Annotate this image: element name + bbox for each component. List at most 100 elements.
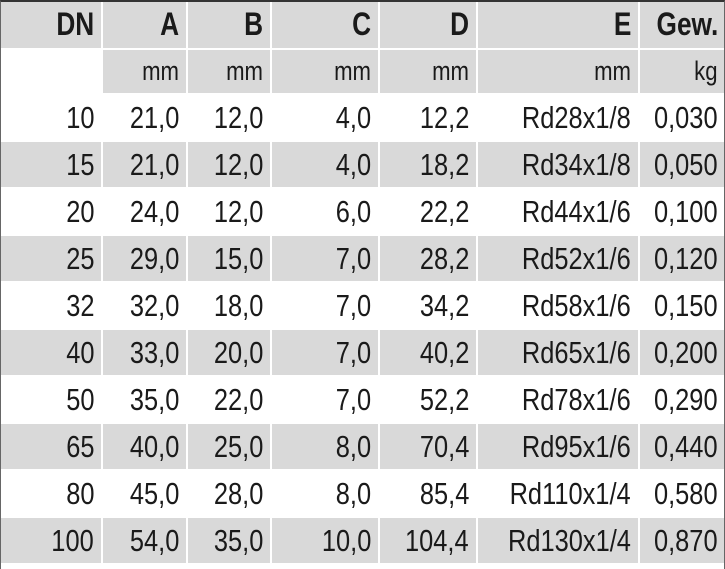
table-cell: Rd78x1/6 [522, 381, 631, 417]
table-cell-cell: Rd65x1/6 [478, 330, 638, 375]
table-cell: 104,4 [405, 522, 469, 558]
table-cell-cell: 0,200 [640, 330, 725, 375]
table-cell: 28,0 [213, 475, 263, 511]
table-cell-cell: 12,0 [188, 142, 270, 187]
table-cell: 12,2 [419, 99, 469, 135]
table-cell: 0,050 [654, 146, 718, 182]
table-cell-cell: 20,0 [188, 330, 270, 375]
column-header: Gew. [656, 5, 718, 42]
table-cell-cell: 0,120 [640, 236, 725, 281]
column-header-cell: Gew. [640, 0, 725, 48]
table-cell: 7,0 [335, 334, 371, 370]
table-cell: 100 [51, 522, 94, 558]
table-cell: 20,0 [213, 334, 263, 370]
table-cell-cell: 10,0 [272, 518, 378, 563]
column-header: D [450, 5, 469, 42]
table-cell: 50 [65, 381, 94, 417]
column-header: A [160, 5, 179, 42]
table-cell: 40 [65, 334, 94, 370]
table-cell: 22,0 [213, 381, 263, 417]
column-unit: mm [432, 56, 469, 86]
table-cell: Rd130x1/4 [508, 522, 631, 558]
table-cell-cell: 18,0 [188, 283, 270, 328]
table-cell-cell: 50 [0, 377, 101, 422]
column-header: C [352, 5, 371, 42]
table-cell: 7,0 [335, 287, 371, 323]
table-cell: 0,030 [654, 99, 718, 135]
table-cell: 15 [65, 146, 94, 182]
column-unit-cell: kg [640, 50, 725, 93]
table-cell: 0,100 [654, 193, 718, 229]
table-cell: 4,0 [335, 146, 371, 182]
column-unit: mm [142, 56, 179, 86]
column-unit-cell: mm [478, 50, 638, 93]
column-unit-cell: mm [380, 50, 476, 93]
table-cell-cell: 7,0 [272, 236, 378, 281]
column-unit: kg [694, 56, 718, 86]
table-cell: 40,0 [129, 428, 179, 464]
table-cell-cell: 24,0 [103, 189, 186, 234]
table-cell-cell: 20 [0, 189, 101, 234]
column-header: E [613, 5, 631, 42]
column-header: B [244, 5, 263, 42]
table-cell-cell: 12,2 [380, 95, 476, 140]
table-cell: Rd28x1/8 [522, 99, 631, 135]
table-cell: 45,0 [129, 475, 179, 511]
table-cell-cell: 0,580 [640, 471, 725, 516]
table-cell-cell: 7,0 [272, 283, 378, 328]
table-cell: 24,0 [129, 193, 179, 229]
table-cell-cell: 35,0 [188, 518, 270, 563]
table-cell: 34,2 [419, 287, 469, 323]
table-cell-cell: 18,2 [380, 142, 476, 187]
table-cell-cell: 8,0 [272, 424, 378, 469]
table-cell: 10,0 [321, 522, 371, 558]
table-cell: 25 [65, 240, 94, 276]
table-cell-cell: 7,0 [272, 377, 378, 422]
table-cell: 35,0 [213, 522, 263, 558]
table-cell: Rd34x1/8 [522, 146, 631, 182]
table-cell: 35,0 [129, 381, 179, 417]
table-cell: 4,0 [335, 99, 371, 135]
table-cell: 0,580 [654, 475, 718, 511]
column-unit-cell: mm [188, 50, 270, 93]
table-cell: 18,2 [419, 146, 469, 182]
table-cell-cell: 40,0 [103, 424, 186, 469]
table-cell: 12,0 [213, 193, 263, 229]
table-cell: 10 [65, 99, 94, 135]
column-unit: mm [334, 56, 371, 86]
table-cell: 0,120 [654, 240, 718, 276]
table-cell-cell: 104,4 [380, 518, 476, 563]
table-cell: 40,2 [419, 334, 469, 370]
table-cell: 8,0 [335, 428, 371, 464]
table-cell: 33,0 [129, 334, 179, 370]
table-cell: 80 [65, 475, 94, 511]
table-cell: 0,290 [654, 381, 718, 417]
column-header-cell: B [188, 0, 270, 48]
table-cell-cell: Rd110x1/4 [478, 471, 638, 516]
table-cell-cell: 6,0 [272, 189, 378, 234]
table-cell: 70,4 [419, 428, 469, 464]
table-cell-cell: 25,0 [188, 424, 270, 469]
table-cell-cell: 0,290 [640, 377, 725, 422]
table-cell-cell: Rd130x1/4 [478, 518, 638, 563]
table-cell: Rd58x1/6 [522, 287, 631, 323]
table-cell: 22,2 [419, 193, 469, 229]
table-cell: 0,200 [654, 334, 718, 370]
column-header-cell: D [380, 0, 476, 48]
table-cell-cell: 4,0 [272, 95, 378, 140]
table-cell-cell: Rd52x1/6 [478, 236, 638, 281]
column-header-cell: E [478, 0, 638, 48]
table-cell: 85,4 [419, 475, 469, 511]
table-cell-cell: 70,4 [380, 424, 476, 469]
table-cell: 6,0 [335, 193, 371, 229]
table-cell: 29,0 [129, 240, 179, 276]
table-cell: 32 [65, 287, 94, 323]
table-cell-cell: 0,870 [640, 518, 725, 563]
table-cell-cell: Rd34x1/8 [478, 142, 638, 187]
table-cell-cell: 52,2 [380, 377, 476, 422]
table-cell: 0,150 [654, 287, 718, 323]
table-cell-cell: 4,0 [272, 142, 378, 187]
table-cell-cell: 65 [0, 424, 101, 469]
table-cell-cell: 28,0 [188, 471, 270, 516]
